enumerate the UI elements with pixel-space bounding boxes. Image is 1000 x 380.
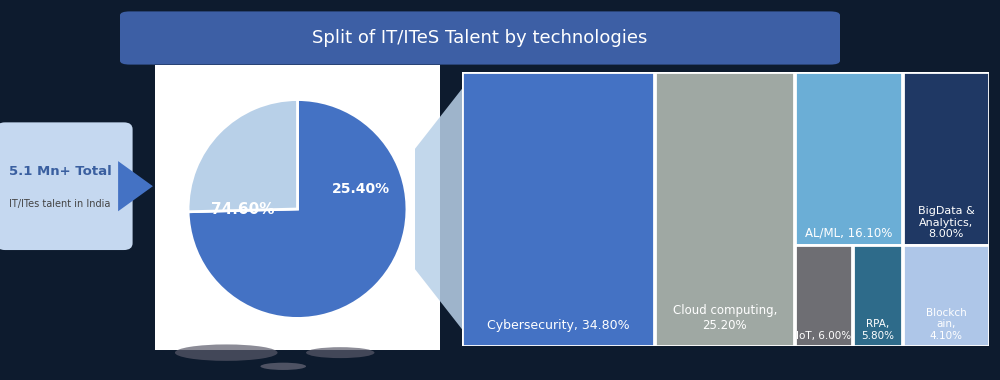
Circle shape: [175, 344, 278, 361]
Text: AL/ML, 16.10%: AL/ML, 16.10%: [805, 226, 892, 239]
Circle shape: [260, 363, 306, 370]
Text: 5.1 Mn+ Total: 5.1 Mn+ Total: [9, 165, 111, 178]
FancyBboxPatch shape: [0, 122, 133, 250]
Text: 25.40%: 25.40%: [332, 182, 390, 196]
Text: IoT, 6.00%: IoT, 6.00%: [796, 331, 851, 341]
Text: BigData &
Analytics,
8.00%: BigData & Analytics, 8.00%: [918, 206, 974, 239]
Wedge shape: [188, 100, 298, 212]
Text: Cloud computing,
25.20%: Cloud computing, 25.20%: [673, 304, 777, 332]
Text: Split of IT/ITeS Talent by technologies: Split of IT/ITeS Talent by technologies: [312, 29, 648, 47]
FancyBboxPatch shape: [144, 53, 451, 361]
Text: Cybersecurity, 34.80%: Cybersecurity, 34.80%: [487, 319, 629, 332]
Text: RPA,
5.80%: RPA, 5.80%: [861, 319, 894, 341]
Text: IT/ITes talent in India: IT/ITes talent in India: [9, 200, 111, 209]
Circle shape: [306, 347, 374, 358]
Bar: [853, 245, 902, 346]
Bar: [462, 72, 654, 346]
Text: 74.60%: 74.60%: [211, 201, 275, 217]
Bar: [655, 72, 794, 346]
Wedge shape: [188, 100, 407, 318]
Bar: [795, 245, 852, 346]
Text: Blockch
ain,
4.10%: Blockch ain, 4.10%: [926, 307, 966, 341]
Polygon shape: [118, 161, 153, 211]
Bar: [903, 72, 989, 245]
Bar: [795, 72, 902, 245]
Polygon shape: [415, 72, 475, 346]
Bar: [903, 245, 989, 346]
